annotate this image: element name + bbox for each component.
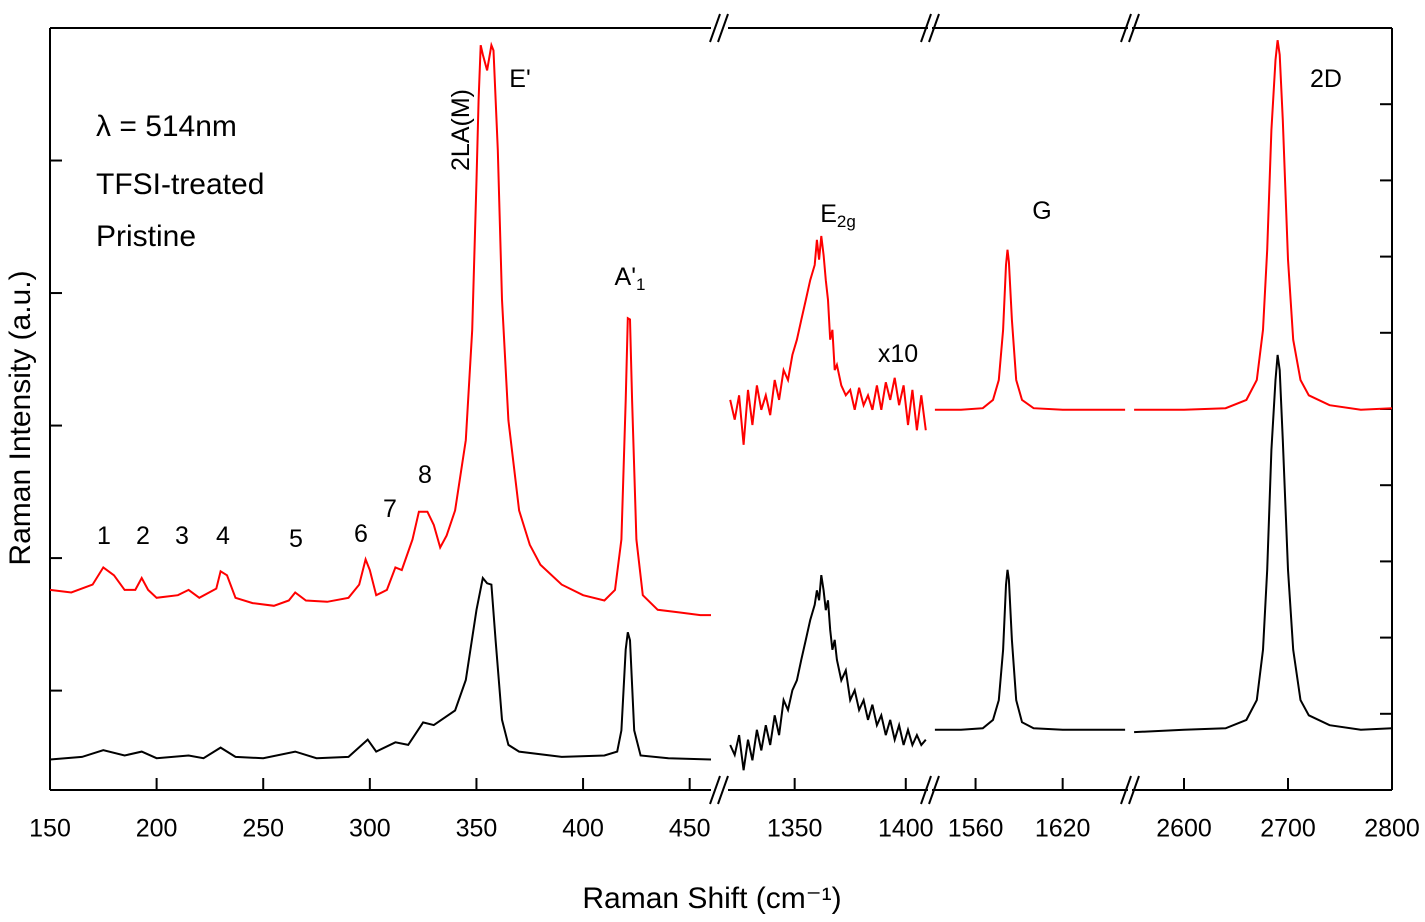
peak-label-text: 7 xyxy=(383,495,397,523)
peak-label-text: 2LA(M) xyxy=(447,89,475,171)
peak-label-text: E' xyxy=(509,65,530,93)
legend-label: TFSI-treated xyxy=(96,168,264,201)
spectrum-line xyxy=(1134,40,1393,411)
y-axis-label: Raman Intensity (a.u.) xyxy=(4,270,37,565)
peak-label-text: E xyxy=(820,200,837,228)
peak-label: 3 xyxy=(175,522,189,550)
peak-label-text: A' xyxy=(615,263,636,291)
peak-label-text: 2D xyxy=(1310,65,1342,93)
x-tick-label: 150 xyxy=(29,815,71,843)
peak-label-text: 5 xyxy=(289,525,303,553)
spectrum-line xyxy=(729,574,927,771)
peak-label-sub: 1 xyxy=(636,275,645,294)
legend-label: Pristine xyxy=(96,220,196,253)
peak-label-text: 8 xyxy=(418,461,432,489)
peak-label: 4 xyxy=(216,522,230,550)
axis-break xyxy=(1128,13,1140,43)
x-tick-label: 250 xyxy=(242,815,284,843)
peak-label: 7 xyxy=(383,495,397,523)
axis-break xyxy=(928,13,940,43)
spectrum-line xyxy=(1134,354,1393,734)
peak-label: 5 xyxy=(289,525,303,553)
peak-label-text: 4 xyxy=(216,522,230,550)
spectrum-line xyxy=(934,249,1126,411)
axis-break xyxy=(1128,775,1140,805)
x-tick-label: 2700 xyxy=(1260,815,1316,843)
spectrum-line xyxy=(729,235,927,445)
x-tick-label: 2800 xyxy=(1364,815,1420,843)
spectrum-line xyxy=(49,575,712,761)
axis-break xyxy=(920,13,932,43)
peak-label-text: 1 xyxy=(97,522,111,550)
peak-label: 8 xyxy=(418,461,432,489)
axis-break xyxy=(920,775,932,805)
peak-label: 2LA(M) xyxy=(447,89,475,171)
x-tick-label: 200 xyxy=(136,815,178,843)
x-tick-label: 450 xyxy=(669,815,711,843)
spectrum-line xyxy=(49,41,711,617)
x-tick-label: 1350 xyxy=(767,815,823,843)
peak-label-sub: 2g xyxy=(837,212,856,231)
peak-label: A'1 xyxy=(615,263,646,295)
x-tick-label: 1400 xyxy=(878,815,934,843)
peak-label: λ = 514nm xyxy=(96,110,237,143)
axis-break xyxy=(1120,13,1132,43)
peak-label: E' xyxy=(509,65,530,93)
x-tick-label: 300 xyxy=(349,815,391,843)
x-tick-label: 1620 xyxy=(1035,815,1091,843)
axis-break xyxy=(928,775,940,805)
spectrum-line xyxy=(934,569,1126,731)
x-tick-label: 350 xyxy=(456,815,498,843)
axis-break xyxy=(709,13,721,43)
peak-label: 1 xyxy=(97,522,111,550)
peak-label: E2g xyxy=(820,200,856,232)
peak-label: x10 xyxy=(878,340,918,368)
x-tick-label: 2600 xyxy=(1156,815,1212,843)
peak-label-text: λ = 514nm xyxy=(96,110,237,143)
peak-label: 2D xyxy=(1310,65,1342,93)
peak-label: G xyxy=(1032,197,1051,225)
peak-label-text: G xyxy=(1032,197,1051,225)
peak-label-text: x10 xyxy=(878,340,918,368)
axis-break xyxy=(709,775,721,805)
peak-label-text: 2 xyxy=(136,522,150,550)
peak-label: 2 xyxy=(136,522,150,550)
axis-break xyxy=(717,13,729,43)
x-tick-label: 1560 xyxy=(948,815,1004,843)
x-axis-label: Raman Shift (cm⁻¹) xyxy=(582,882,841,915)
axis-break xyxy=(1120,775,1132,805)
peak-label: 6 xyxy=(354,520,368,548)
peak-label-text: 3 xyxy=(175,522,189,550)
x-tick-label: 400 xyxy=(562,815,604,843)
peak-label-text: 6 xyxy=(354,520,368,548)
axis-break xyxy=(717,775,729,805)
